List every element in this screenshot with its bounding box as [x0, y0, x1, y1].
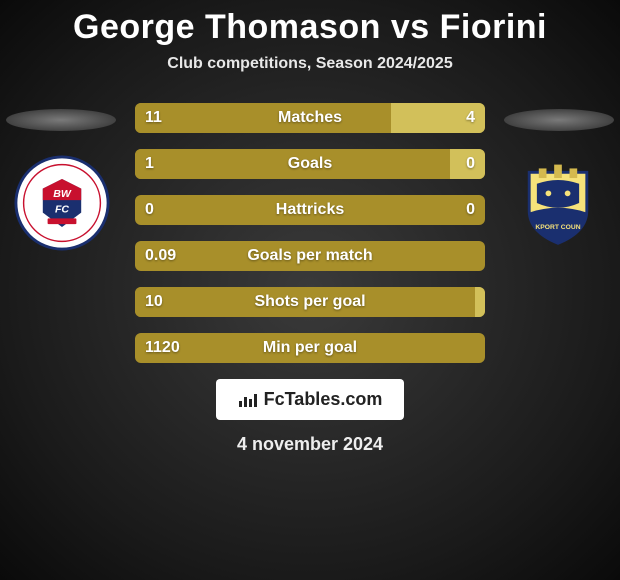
stat-value-right: 0: [466, 201, 475, 219]
stat-value-left: 1120: [145, 339, 180, 357]
stat-label: Matches: [278, 109, 342, 127]
brand-badge: FcTables.com: [216, 379, 405, 420]
page-title: George Thomason vs Fiorini: [0, 8, 620, 47]
pedestal-right: [504, 109, 614, 131]
subtitle: Club competitions, Season 2024/2025: [0, 55, 620, 73]
stat-row: 1120 Min per goal: [135, 333, 485, 363]
stat-row: 0.09 Goals per match: [135, 241, 485, 271]
stat-label: Shots per goal: [254, 293, 365, 311]
stat-row: 0 0 Hattricks: [135, 195, 485, 225]
svg-text:FC: FC: [55, 204, 69, 216]
stat-value-left: 0.09: [145, 247, 176, 265]
date-text: 4 november 2024: [0, 434, 620, 455]
stat-segment-right: [475, 287, 486, 317]
stat-row: 11 4 Matches: [135, 103, 485, 133]
bolton-crest-icon: BW FC: [14, 155, 110, 251]
stat-label: Hattricks: [276, 201, 344, 219]
stat-value-left: 10: [145, 293, 163, 311]
crest-right: KPORT COUN: [510, 155, 606, 251]
stat-value-left: 11: [145, 109, 162, 127]
brand-text: FcTables.com: [264, 389, 383, 409]
stat-value-left: 1: [145, 155, 154, 173]
brand-chart-icon: [238, 392, 258, 408]
stat-label: Goals: [288, 155, 332, 173]
comparison-stage: BW FC KPORT COUN 114Matches10Goals00Hatt…: [0, 95, 620, 375]
stat-value-left: 0: [145, 201, 154, 219]
svg-text:BW: BW: [53, 188, 72, 200]
stat-label: Min per goal: [263, 339, 357, 357]
stat-value-right: 4: [466, 109, 475, 127]
stat-value-right: 0: [466, 155, 475, 173]
stockport-crest-icon: KPORT COUN: [510, 155, 606, 251]
crest-left: BW FC: [14, 155, 110, 251]
stat-label: Goals per match: [247, 247, 372, 265]
stat-row: 1 0 Goals: [135, 149, 485, 179]
stat-row: 10 Shots per goal: [135, 287, 485, 317]
stat-segment-left: [135, 103, 391, 133]
pedestal-left: [6, 109, 116, 131]
svg-text:KPORT COUN: KPORT COUN: [535, 224, 580, 231]
stat-bars: 114Matches10Goals00Hattricks0.09Goals pe…: [135, 103, 485, 379]
